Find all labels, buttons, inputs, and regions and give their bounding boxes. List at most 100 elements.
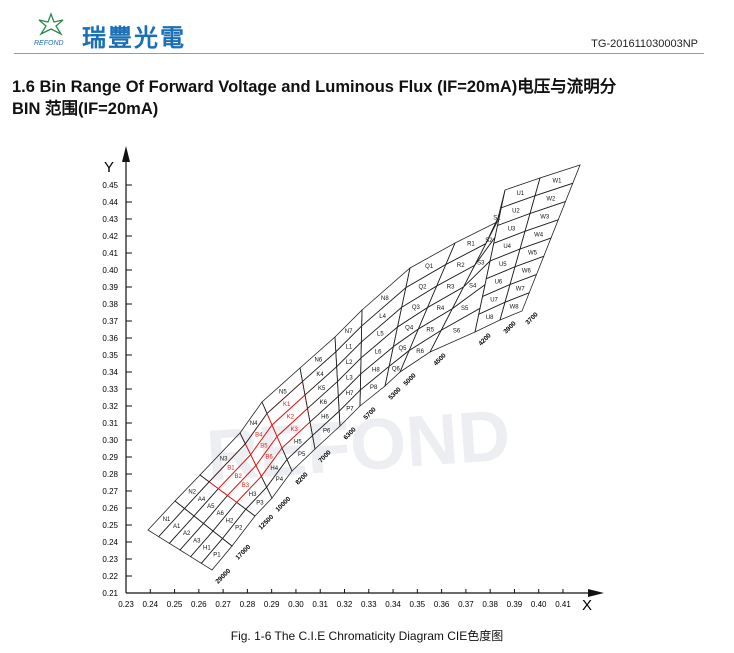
bin-label: Q1 <box>425 264 434 270</box>
y-tick-label: 0.43 <box>102 215 118 224</box>
bin-label: L2 <box>346 360 353 366</box>
bin-label: B2 <box>234 474 242 480</box>
bin-label: A1 <box>173 524 181 530</box>
y-tick-label: 0.31 <box>102 419 118 428</box>
x-tick-label: 0.36 <box>434 600 450 609</box>
y-tick-label: 0.33 <box>102 385 118 394</box>
y-tick-label: 0.45 <box>102 181 118 190</box>
bin-label: R5 <box>426 328 434 334</box>
bin-label: U1 <box>516 191 524 197</box>
bin-label: A6 <box>216 511 224 517</box>
cct-label: 29000 <box>214 567 232 585</box>
bin-label: W4 <box>534 233 544 239</box>
x-tick-label: 0.26 <box>191 600 207 609</box>
bin-label: Q4 <box>405 326 414 332</box>
bin-label: P2 <box>235 525 243 531</box>
bin-label: B3 <box>242 483 250 489</box>
bin-label: P8 <box>370 385 378 391</box>
bin-label: U6 <box>495 280 503 286</box>
bin-label: Q6 <box>392 367 401 373</box>
bin-label: K3 <box>290 427 298 433</box>
y-axis-arrow <box>122 146 130 162</box>
bin-label: A4 <box>198 497 206 503</box>
bin-label: P4 <box>276 477 284 483</box>
y-tick-label: 0.30 <box>102 436 118 445</box>
bin-label: H5 <box>294 439 302 445</box>
bin-label: K2 <box>287 414 295 420</box>
cct-label: 4200 <box>477 332 492 347</box>
bin-label: H8 <box>372 367 380 373</box>
bin-label: A5 <box>207 504 215 510</box>
bin-label: S6 <box>453 329 461 335</box>
bin-label: B4 <box>255 432 263 438</box>
x-tick-label: 0.38 <box>482 600 498 609</box>
title-line: 1.6 Bin Range Of Forward Voltage and Lum… <box>12 78 617 96</box>
bin-label: R3 <box>447 284 455 290</box>
bin-label: H2 <box>226 518 234 524</box>
bin-label: Q2 <box>418 284 427 290</box>
cct-label: 3900 <box>502 320 517 335</box>
bin-label: N1 <box>163 517 171 523</box>
bin-label: B1 <box>227 465 235 471</box>
x-tick-label: 0.31 <box>312 600 328 609</box>
bin-label: H1 <box>203 545 211 551</box>
title-line: BIN 范围(IF=20mA) <box>12 100 159 118</box>
y-tick-label: 0.36 <box>102 334 118 343</box>
cct-label: 4500 <box>432 352 447 367</box>
bin-label: R1 <box>467 241 475 247</box>
bin-label: H4 <box>270 466 278 472</box>
bin-label: P7 <box>346 406 354 412</box>
bin-label: N2 <box>188 490 196 496</box>
bin-label: S3 <box>477 261 485 267</box>
section-title: 1.6 Bin Range Of Forward Voltage and Lum… <box>12 76 616 120</box>
y-tick-label: 0.22 <box>102 572 118 581</box>
bin-label: U3 <box>508 226 516 232</box>
y-tick-label: 0.44 <box>102 198 118 207</box>
y-tick-label: 0.37 <box>102 317 118 326</box>
logo-mark <box>38 12 64 36</box>
bin-label: L5 <box>377 332 384 338</box>
x-tick-label: 0.28 <box>240 600 256 609</box>
y-tick-label: 0.23 <box>102 555 118 564</box>
bin-label: U4 <box>503 244 511 250</box>
bin-label: P6 <box>323 428 331 434</box>
bin-label: K1 <box>283 402 291 408</box>
bin-label: W8 <box>510 305 520 311</box>
cct-label: 5300 <box>387 386 402 401</box>
bin-label: N3 <box>220 456 228 462</box>
bin-label: P1 <box>213 552 221 558</box>
bin-label: U2 <box>512 209 520 215</box>
x-tick-label: 0.39 <box>507 600 523 609</box>
document-code: TG-201611030003NP <box>591 38 698 50</box>
bin-label: K6 <box>320 400 328 406</box>
cct-label: 5000 <box>402 372 417 387</box>
y-axis-label: Y <box>104 159 114 176</box>
x-tick-label: 0.25 <box>167 600 183 609</box>
y-tick-label: 0.26 <box>102 504 118 513</box>
bin-label: W2 <box>546 197 556 203</box>
y-tick-label: 0.41 <box>102 249 118 258</box>
bin-label: S2 <box>485 238 493 244</box>
bin-label: N4 <box>250 421 258 427</box>
bin-label: B6 <box>265 455 273 461</box>
x-tick-label: 0.30 <box>288 600 304 609</box>
y-tick-label: 0.28 <box>102 470 118 479</box>
x-tick-label: 0.33 <box>361 600 377 609</box>
bin-label: W5 <box>528 251 538 257</box>
bin-label: L1 <box>346 345 353 351</box>
bin-label: R2 <box>457 263 465 269</box>
bin-label: A3 <box>193 538 201 544</box>
cct-label: 3700 <box>524 311 539 326</box>
x-tick-label: 0.32 <box>337 600 353 609</box>
bin-label: K4 <box>316 372 324 378</box>
y-tick-label: 0.38 <box>102 300 118 309</box>
bin-label: U7 <box>490 297 498 303</box>
bin-label: U5 <box>499 262 507 268</box>
bin-label: Q3 <box>412 305 421 311</box>
bin-label: W3 <box>540 215 550 221</box>
cct-label: 10000 <box>274 495 292 513</box>
bin-label: Q5 <box>398 346 407 352</box>
y-tick-label: 0.29 <box>102 453 118 462</box>
